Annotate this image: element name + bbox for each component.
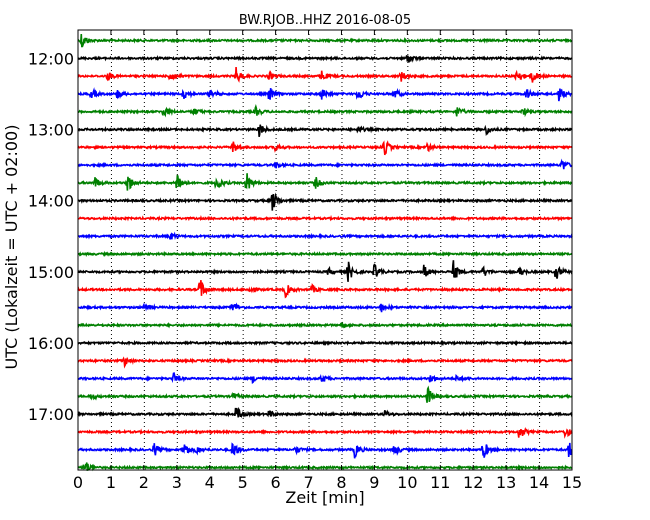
x-tick-label: 7 <box>303 473 313 492</box>
seismic-trace <box>77 33 573 48</box>
seismic-trace <box>77 140 573 156</box>
seismic-trace <box>77 231 573 240</box>
seismic-trace <box>77 104 573 118</box>
x-tick-label: 2 <box>139 473 149 492</box>
seismic-trace <box>77 426 573 439</box>
x-tick-label: 4 <box>205 473 215 492</box>
x-tick-label: 1 <box>106 473 116 492</box>
seismic-trace <box>77 214 573 222</box>
seismic-trace <box>77 356 573 369</box>
y-tick-label: 14:00 <box>28 192 74 211</box>
seismic-trace <box>77 339 573 347</box>
seismic-trace <box>77 442 573 459</box>
seismic-trace <box>77 173 573 191</box>
plot-frame <box>77 29 573 471</box>
seismic-trace <box>77 158 573 170</box>
seismic-trace <box>77 260 573 282</box>
y-tick-label: 15:00 <box>28 263 74 282</box>
y-tick-label: 17:00 <box>28 405 74 424</box>
x-tick-label: 5 <box>238 473 248 492</box>
seismic-trace <box>77 280 573 299</box>
x-axis-label: Zeit [min] <box>285 488 364 507</box>
y-axis-label: UTC (Lokalzeit = UTC + 02:00) <box>2 125 21 370</box>
y-tick-label: 12:00 <box>28 49 74 68</box>
y-tick-label: 16:00 <box>28 334 74 353</box>
seismic-trace <box>77 372 573 385</box>
x-tick-label: 13 <box>496 473 516 492</box>
seismic-trace <box>77 385 573 403</box>
seismic-trace <box>77 67 573 83</box>
x-tick-label: 3 <box>172 473 182 492</box>
y-tick-label: 13:00 <box>28 120 74 139</box>
x-tick-label: 11 <box>430 473 450 492</box>
seismic-traces <box>77 33 573 472</box>
seismic-trace <box>77 55 573 63</box>
seismic-trace <box>77 87 573 102</box>
seismic-trace <box>77 302 573 313</box>
seismic-trace <box>77 462 573 472</box>
x-tick-label: 6 <box>271 473 281 492</box>
x-tick-label: 0 <box>73 473 83 492</box>
x-tick-label: 15 <box>562 473 582 492</box>
x-tick-label: 9 <box>369 473 379 492</box>
seismic-trace <box>77 321 573 329</box>
seismic-trace <box>77 250 573 258</box>
x-tick-label: 10 <box>397 473 417 492</box>
seismic-trace <box>77 124 573 138</box>
axis-ticks: 0 1 2 3 4 5 6 7 8 9 10 11 12 13 14 1512:0013:0014:0015:… <box>28 30 582 492</box>
chart-title: BW.RJOB..HHZ 2016-08-05 <box>239 13 411 28</box>
seismic-trace <box>77 406 573 419</box>
seismic-trace <box>77 192 573 211</box>
grid-lines <box>110 30 541 470</box>
x-tick-label: 14 <box>529 473 549 492</box>
x-tick-label: 8 <box>336 473 346 492</box>
x-tick-label: 12 <box>463 473 483 492</box>
